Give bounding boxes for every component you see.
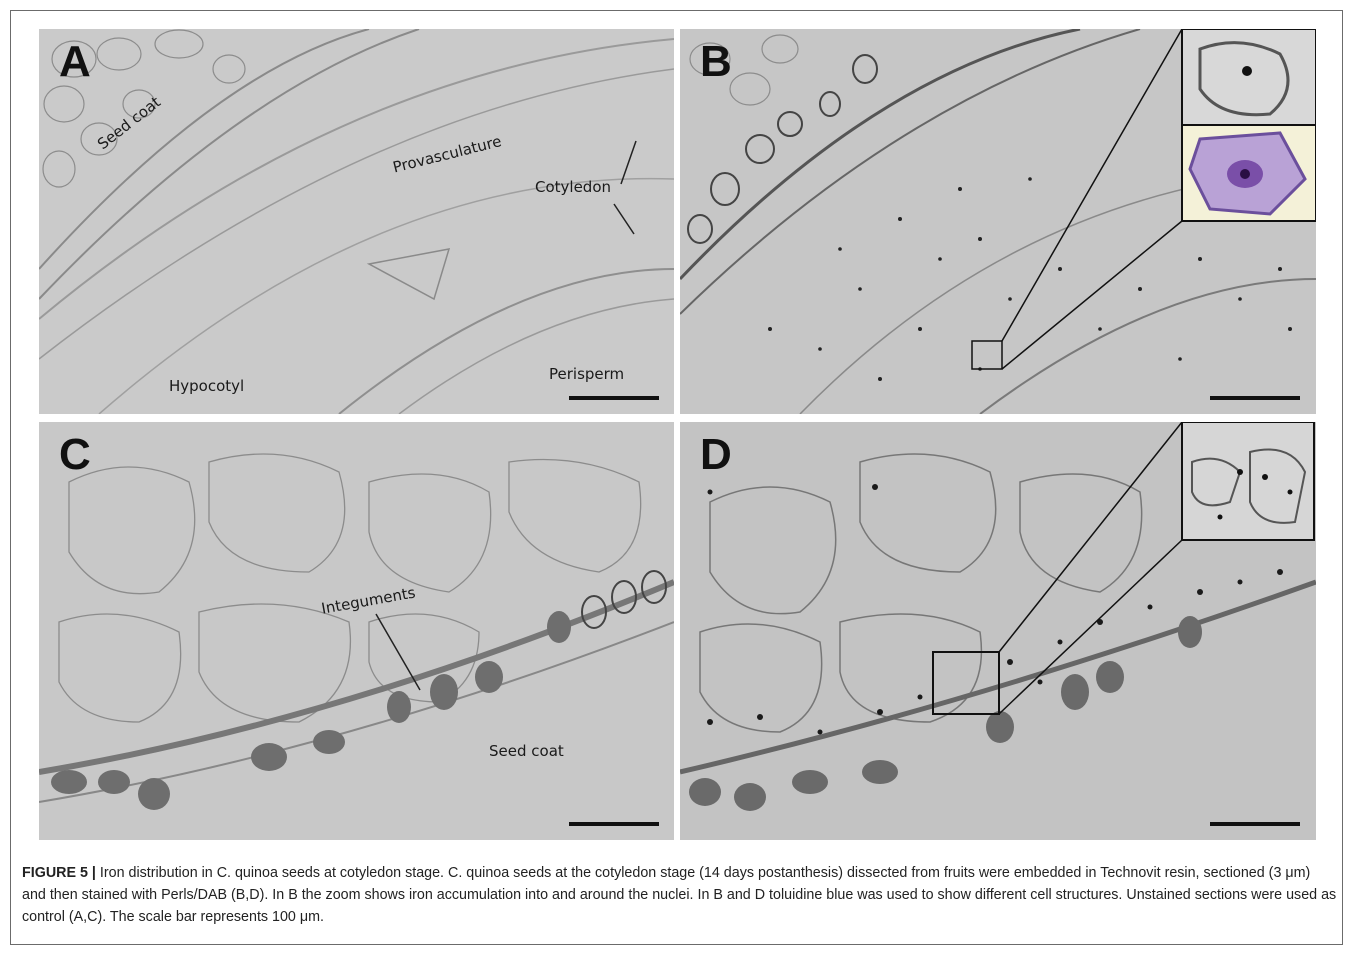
label-cotyledon: Cotyledon	[535, 178, 612, 196]
figure-label: FIGURE 5 |	[22, 865, 96, 881]
panel-c: C Integuments Seed coat	[39, 422, 674, 840]
panel-b-micrograph	[680, 29, 1316, 414]
panel-d: D	[680, 422, 1316, 840]
zoom-inset-bw	[1181, 29, 1316, 126]
figure-frame	[10, 10, 1343, 945]
label-perisperm: Perisperm	[549, 365, 625, 383]
panel-letter: B	[700, 37, 732, 86]
zoom-inset-d	[1181, 422, 1315, 541]
label-seed-coat: Seed coat	[489, 742, 564, 760]
panel-letter: A	[59, 37, 91, 86]
figure-caption: FIGURE 5 | Iron distribution in C. quino…	[22, 862, 1337, 928]
scale-bar	[569, 822, 659, 826]
panel-b: B	[680, 29, 1316, 414]
panel-letter: C	[59, 430, 91, 479]
panel-a: A Seed coat Provasculature Cotyledon Hyp…	[39, 29, 674, 414]
caption-text: Iron distribution in C. quinoa seeds at …	[22, 865, 1337, 925]
panel-a-micrograph	[39, 29, 674, 414]
panel-d-micrograph	[680, 422, 1316, 840]
label-hypocotyl: Hypocotyl	[169, 377, 245, 395]
panel-letter: D	[700, 430, 732, 479]
scale-bar	[1210, 822, 1300, 826]
scale-bar	[569, 396, 659, 400]
panel-c-micrograph	[39, 422, 674, 840]
zoom-inset-toluidine	[1181, 124, 1316, 222]
scale-bar	[1210, 396, 1300, 400]
